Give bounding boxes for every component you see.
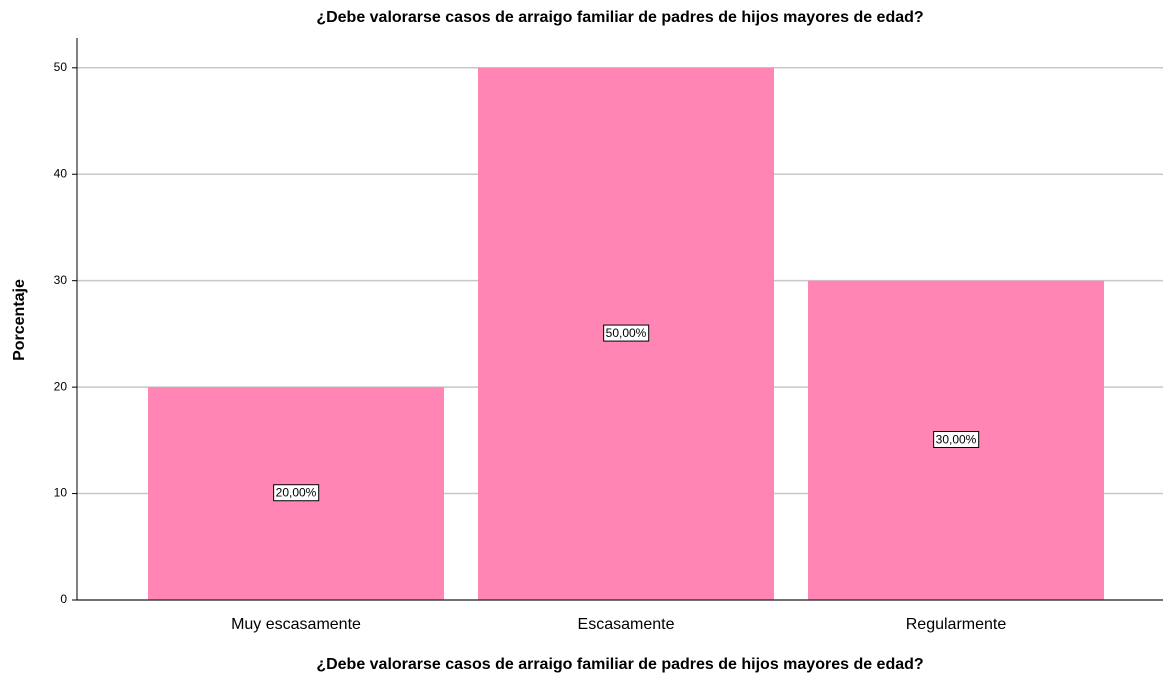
- x-tick-label: Regularmente: [906, 616, 1007, 633]
- value-label: 30,00%: [936, 433, 977, 447]
- y-tick-label: 20: [54, 379, 68, 393]
- value-label-box: [933, 431, 980, 449]
- y-tick-label: 10: [54, 486, 68, 500]
- y-tick-label: 0: [60, 592, 67, 606]
- x-tick-label: Muy escasamente: [231, 616, 361, 633]
- chart-title: ¿Debe valorarse casos de arraigo familia…: [316, 9, 923, 26]
- y-tick-label: 40: [54, 166, 68, 180]
- value-label-box: [273, 484, 320, 502]
- value-label: 50,00%: [606, 326, 647, 340]
- value-label-box: [603, 324, 650, 342]
- x-tick-label: Escasamente: [578, 616, 675, 633]
- value-label: 20,00%: [276, 486, 317, 500]
- y-tick-label: 50: [54, 60, 68, 74]
- x-axis-title: ¿Debe valorarse casos de arraigo familia…: [316, 656, 923, 673]
- y-axis-title: Porcentaje: [11, 279, 28, 361]
- y-tick-label: 30: [54, 273, 68, 287]
